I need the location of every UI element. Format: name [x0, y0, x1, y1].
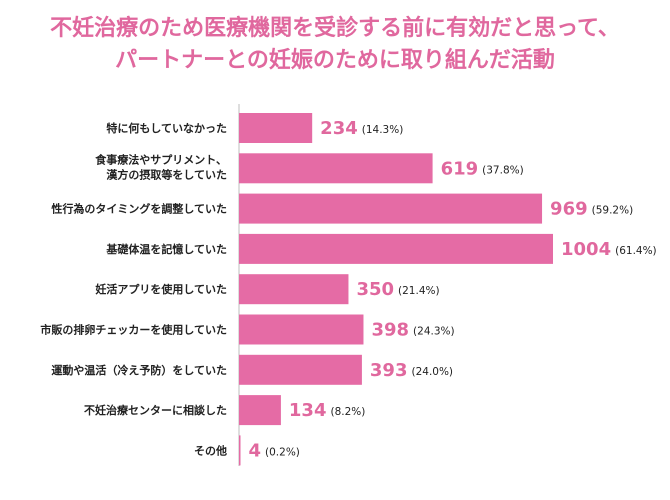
category-label-9: その他: [194, 443, 227, 457]
value-label-6: 398: [371, 320, 409, 341]
percent-label-2: (37.8%): [482, 164, 524, 176]
bar-3: [239, 193, 543, 224]
category-label-3: 性行為のタイミングを調整していた: [51, 202, 227, 216]
category-label-4: 基礎体温を記憶していた: [105, 242, 227, 256]
bar-5: [239, 274, 349, 305]
bar-2: [239, 153, 433, 184]
value-label-5: 350: [356, 279, 394, 300]
category-label-2-line-1: 食事療法やサプリメント、: [95, 152, 227, 166]
category-label-6: 市販の排卵チェッカーを使用していた: [40, 323, 227, 337]
chart-title-line-1: 不妊治療のため医療機関を受診する前に有効だと思って、: [50, 16, 620, 41]
percent-label-3: (59.2%): [592, 205, 634, 217]
percent-label-7: (24.0%): [411, 366, 453, 378]
percent-label-1: (14.3%): [362, 124, 404, 136]
bar-7: [239, 354, 362, 385]
value-label-2: 619: [441, 158, 479, 179]
value-label-4: 1004: [561, 239, 611, 260]
value-label-8: 134: [289, 400, 327, 421]
bar-9: [239, 435, 241, 466]
percent-label-5: (21.4%): [398, 285, 440, 297]
value-label-9: 4: [249, 440, 262, 461]
bar-8: [239, 395, 281, 426]
category-label-5: 妊活アプリを使用していた: [95, 282, 227, 296]
chart-title-line-2: パートナーとの妊娠のために取り組んだ活動: [115, 48, 555, 73]
bar-6: [239, 314, 364, 345]
bar-1: [239, 113, 313, 143]
category-label-7: 運動や温活（冷え予防）をしていた: [51, 363, 227, 377]
percent-label-9: (0.2%): [265, 446, 300, 458]
bar-4: [239, 233, 553, 264]
value-label-3: 969: [550, 199, 588, 220]
percent-label-4: (61.4%): [615, 245, 657, 257]
percent-label-8: (8.2%): [330, 406, 365, 418]
category-label-1: 特に何もしていなかった: [106, 121, 227, 135]
value-label-7: 393: [370, 360, 408, 381]
value-label-1: 234: [320, 118, 358, 139]
category-label-2-line-2: 漢方の摂取等をしていた: [106, 167, 227, 181]
category-label-8: 不妊治療センターに相談した: [84, 403, 227, 417]
percent-label-6: (24.3%): [413, 326, 455, 338]
